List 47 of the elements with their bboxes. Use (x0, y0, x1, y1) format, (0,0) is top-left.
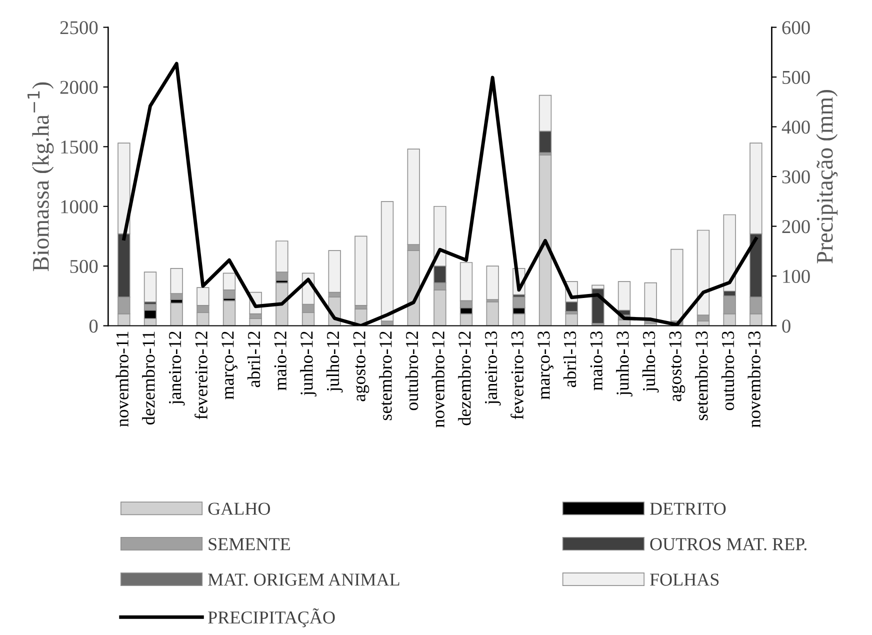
legend-label: DETRITO (650, 502, 726, 515)
y2-axis-title: Precipitação (mm) (816, 90, 838, 264)
y2-tick-label: 600 (782, 21, 810, 34)
x-tick-label: fevereiro-12 (194, 332, 208, 420)
legend-label: OUTROS MAT. REP. (650, 538, 806, 550)
y2-tick-label: 100 (783, 270, 810, 283)
x-tick-label: novembro-12 (432, 332, 444, 428)
x-tick-label: janeiro-12 (168, 332, 185, 406)
x-tick-label: setembro-12 (379, 332, 392, 420)
x-tick-label: outubro-13 (721, 331, 734, 410)
y-tick-label: 500 (70, 260, 98, 274)
x-tick-label: abril-13 (563, 331, 576, 388)
x-tick-label: agosto-12 (353, 332, 370, 402)
x-tick-label: dezembro-12 (458, 332, 471, 426)
y-tick-label: 1000 (61, 200, 98, 214)
x-tick-label: junho-13 (616, 331, 632, 396)
y-tick-label: 1500 (61, 140, 98, 154)
legend-label: MAT. ORIGEM ANIMAL (208, 574, 400, 586)
x-tick-label: julho-13 (642, 331, 659, 392)
x-tick-label: março-13 (538, 331, 554, 400)
x-tick-label: julho-12 (326, 332, 343, 392)
legend-label: PRECIPITAÇÃO (208, 608, 335, 628)
y-tick-label: 2000 (60, 80, 98, 94)
x-tick-label: agosto-13 (669, 331, 686, 402)
legend-label: SEMENTE (208, 538, 290, 550)
x-tick-label: novembro-11 (116, 332, 128, 427)
x-tick-label: novembro-13 (748, 331, 760, 428)
x-tick-label: junho-12 (300, 332, 316, 396)
y-tick-label: 2500 (60, 21, 98, 34)
x-tick-label: maio-13 (590, 331, 602, 390)
x-tick-label: setembro-13 (695, 331, 708, 420)
y2-tick-label: 400 (782, 120, 810, 134)
x-tick-label: outubro-12 (405, 332, 418, 410)
y-tick-label: 0 (89, 320, 98, 333)
x-tick-label: dezembro-11 (142, 332, 155, 425)
y2-tick-label: 200 (782, 220, 810, 234)
legend-label: GALHO (208, 502, 270, 515)
y2-tick-label: 500 (782, 70, 810, 84)
x-tick-label: janeiro-13 (484, 331, 501, 406)
x-tick-label: maio-12 (274, 332, 286, 390)
y2-tick-label: 0 (782, 320, 790, 333)
x-tick-label: março-12 (222, 332, 238, 400)
y2-tick-label: 300 (782, 170, 810, 184)
x-tick-label: fevereiro-13 (510, 331, 524, 420)
x-tick-label: abril-12 (247, 332, 260, 388)
y-axis-title: Biomassa (kg.ha$^{−1}$) (28, 82, 54, 272)
legend-label: FOLHAS (650, 574, 719, 586)
